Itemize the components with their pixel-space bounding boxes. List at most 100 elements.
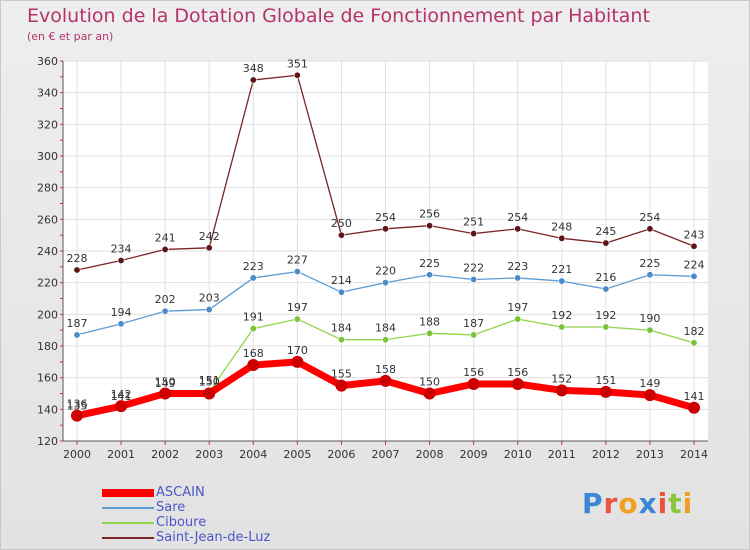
data-point-ascain <box>71 409 83 422</box>
data-label-ascain: 141 <box>684 390 705 403</box>
data-label-ciboure: 184 <box>375 322 396 335</box>
chart-subtitle: (en € et par an) <box>27 30 114 43</box>
x-tick-label: 2013 <box>636 448 664 461</box>
legend-swatch-ascain <box>102 488 154 497</box>
y-tick-label: 160 <box>37 372 58 385</box>
data-point-sare <box>381 279 389 287</box>
data-point-saint-jean-de-luz <box>558 234 566 242</box>
data-label-ascain: 150 <box>199 376 220 389</box>
data-label-sare: 187 <box>67 317 88 330</box>
data-point-sare <box>646 271 654 279</box>
data-point-saint-jean-de-luz <box>602 239 610 247</box>
data-point-ascain <box>688 401 700 414</box>
data-label-ascain: 158 <box>375 363 396 376</box>
data-point-sare <box>514 274 522 282</box>
data-point-saint-jean-de-luz <box>205 244 213 252</box>
data-label-saint-jean-de-luz: 348 <box>243 62 264 75</box>
data-label-ciboure: 151 <box>199 374 220 387</box>
legend-item-sare[interactable]: Sare <box>102 500 270 515</box>
x-tick-label: 2002 <box>151 448 179 461</box>
data-point-ciboure <box>426 329 434 337</box>
data-point-sare <box>558 277 566 285</box>
data-point-sare <box>205 306 213 314</box>
data-point-ciboure <box>558 323 566 331</box>
data-point-saint-jean-de-luz <box>117 256 125 264</box>
data-point-ascain <box>423 387 436 400</box>
data-point-saint-jean-de-luz <box>337 231 345 239</box>
data-label-ascain: 156 <box>463 366 484 379</box>
x-tick-label: 2010 <box>504 448 532 461</box>
data-label-ciboure: 141 <box>111 390 132 403</box>
data-label-ciboure: 191 <box>243 311 264 324</box>
data-label-saint-jean-de-luz: 254 <box>507 211 528 224</box>
data-point-ascain <box>247 359 260 371</box>
data-point-saint-jean-de-luz <box>514 225 522 233</box>
data-label-ascain: 156 <box>507 366 528 379</box>
legend-item-ascain[interactable]: ASCAIN <box>102 485 270 500</box>
data-label-saint-jean-de-luz: 254 <box>639 211 660 224</box>
y-tick-label: 260 <box>37 213 58 226</box>
line-chart: 120 140 160 180 200 220 240 260 280 300 320 340 360 2… <box>37 55 708 461</box>
x-tick-label: 2007 <box>372 448 400 461</box>
y-tick-label: 280 <box>37 182 58 195</box>
data-point-ciboure <box>602 323 610 331</box>
x-tick-label: 2004 <box>239 448 267 461</box>
y-tick-label: 320 <box>37 118 58 131</box>
data-label-ascain: 170 <box>287 344 308 357</box>
data-point-ascain <box>291 355 304 368</box>
y-tick-label: 300 <box>37 150 58 163</box>
data-point-sare <box>470 275 478 283</box>
data-label-saint-jean-de-luz: 241 <box>155 231 176 244</box>
data-label-sare: 214 <box>331 274 352 287</box>
y-tick-label: 140 <box>37 403 58 416</box>
data-point-ascain <box>115 400 128 413</box>
legend-label: Saint-Jean-de-Luz <box>156 530 271 545</box>
data-label-ascain: 149 <box>639 377 660 390</box>
data-point-ciboure <box>337 336 345 344</box>
data-label-saint-jean-de-luz: 234 <box>111 243 132 256</box>
data-label-ascain: 168 <box>243 347 264 360</box>
data-point-ciboure <box>293 315 301 323</box>
data-point-sare <box>426 271 434 279</box>
data-point-saint-jean-de-luz <box>73 266 81 274</box>
data-label-saint-jean-de-luz: 245 <box>595 225 616 238</box>
data-point-sare <box>602 285 610 293</box>
y-tick-label: 180 <box>37 340 58 353</box>
data-label-sare: 202 <box>155 293 176 306</box>
data-label-saint-jean-de-luz: 228 <box>67 252 88 265</box>
y-tick-label: 340 <box>37 87 58 100</box>
x-tick-label: 2003 <box>195 448 223 461</box>
x-tick-label: 2001 <box>107 448 135 461</box>
data-label-ciboure: 188 <box>419 315 440 328</box>
data-point-saint-jean-de-luz <box>249 76 257 84</box>
y-tick-label: 360 <box>37 55 58 68</box>
data-label-sare: 221 <box>551 263 572 276</box>
data-point-saint-jean-de-luz <box>426 222 434 230</box>
data-point-ascain <box>335 379 348 392</box>
data-label-saint-jean-de-luz: 251 <box>463 216 484 229</box>
data-point-saint-jean-de-luz <box>470 230 478 238</box>
data-label-ciboure: 192 <box>551 309 572 322</box>
data-label-sare: 223 <box>243 260 264 273</box>
x-tick-label: 2008 <box>416 448 444 461</box>
legend-item-ciboure[interactable]: Ciboure <box>102 515 270 530</box>
y-tick-label: 120 <box>37 435 58 448</box>
legend-item-saint-jean-de-luz[interactable]: Saint-Jean-de-Luz <box>102 530 270 545</box>
y-tick-label: 200 <box>37 308 58 321</box>
data-point-ascain <box>203 387 216 400</box>
data-label-sare: 225 <box>419 257 440 270</box>
data-label-ascain: 150 <box>419 376 440 389</box>
data-label-saint-jean-de-luz: 250 <box>331 217 352 230</box>
data-label-sare: 222 <box>463 262 484 275</box>
data-label-saint-jean-de-luz: 256 <box>419 208 440 221</box>
data-label-ciboure: 192 <box>595 309 616 322</box>
legend-swatch-ciboure <box>102 521 154 524</box>
data-point-ciboure <box>646 326 654 334</box>
data-label-sare: 216 <box>595 271 616 284</box>
legend-label: ASCAIN <box>156 485 205 500</box>
data-point-ascain <box>643 389 656 402</box>
x-tick-label: 2006 <box>327 448 355 461</box>
data-point-ascain <box>599 385 612 398</box>
y-tick-label: 220 <box>37 277 58 290</box>
